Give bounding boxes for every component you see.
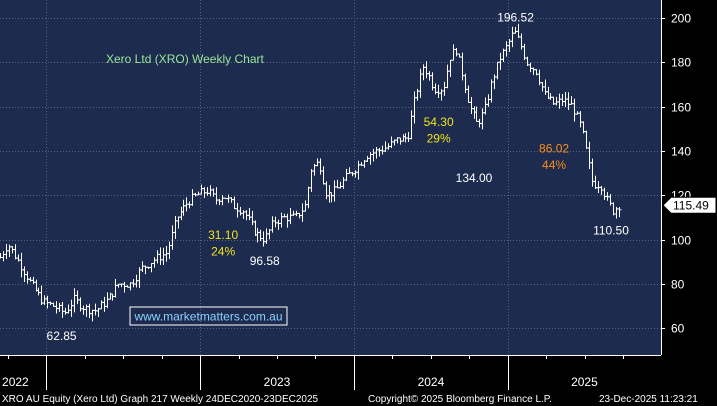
x-tick-label: 2025 xyxy=(571,375,598,389)
annotation-label: 24% xyxy=(211,245,235,259)
y-axis-background xyxy=(661,0,717,390)
annotation-label: 86.02 xyxy=(539,142,569,156)
watermark-link[interactable]: www.marketmatters.com.au xyxy=(133,310,282,324)
annotation-label: 134.00 xyxy=(456,171,493,185)
annotation-label: 54.30 xyxy=(424,115,454,129)
last-price-label: 115.49 xyxy=(673,198,709,212)
y-tick-label: 140 xyxy=(671,145,691,159)
price-bars xyxy=(0,23,622,322)
x-tick-label: 2024 xyxy=(418,375,445,389)
footer-ticker-text: XRO AU Equity (Xero Ltd) Graph 217 Weekl… xyxy=(2,394,319,405)
y-tick-label: 60 xyxy=(671,322,685,336)
annotation-label: 196.52 xyxy=(497,10,534,24)
annotation-label: 96.58 xyxy=(250,254,280,268)
y-tick-label: 100 xyxy=(671,234,691,248)
last-price-marker: 115.49 xyxy=(662,196,717,214)
annotation-label: 44% xyxy=(542,158,566,172)
footer-copyright: Copyright© 2025 Bloomberg Finance L.P. xyxy=(368,394,552,405)
annotation-label: 29% xyxy=(427,132,451,146)
x-tick-label: 2023 xyxy=(264,375,291,389)
grid xyxy=(0,0,661,355)
x-tick-label: 2022 xyxy=(2,375,29,389)
watermark-box[interactable]: www.marketmatters.com.au xyxy=(129,306,288,326)
annotation-label: 110.50 xyxy=(593,223,629,237)
annotation-label: 31.10 xyxy=(208,228,238,242)
last-price-tag xyxy=(662,196,717,214)
chart-title: Xero Ltd (XRO) Weekly Chart xyxy=(106,52,264,66)
y-tick-label: 200 xyxy=(671,12,691,26)
x-axis-background xyxy=(0,355,661,390)
footer-timestamp: 23-Dec-2025 11:23:21 xyxy=(599,394,698,405)
x-axis: 2022 2023 2024 2025 xyxy=(0,355,661,390)
annotation-label: 62.85 xyxy=(47,329,77,343)
y-tick-label: 80 xyxy=(671,278,685,292)
y-tick-label: 160 xyxy=(671,101,691,115)
plot-background xyxy=(0,0,661,355)
footer-background xyxy=(0,390,717,406)
annotations: 62.85 31.10 24% 96.58 54.30 29% 134.00 196.52 86… xyxy=(47,10,630,343)
y-tick-label: 180 xyxy=(671,56,691,70)
price-bar xyxy=(617,207,622,218)
